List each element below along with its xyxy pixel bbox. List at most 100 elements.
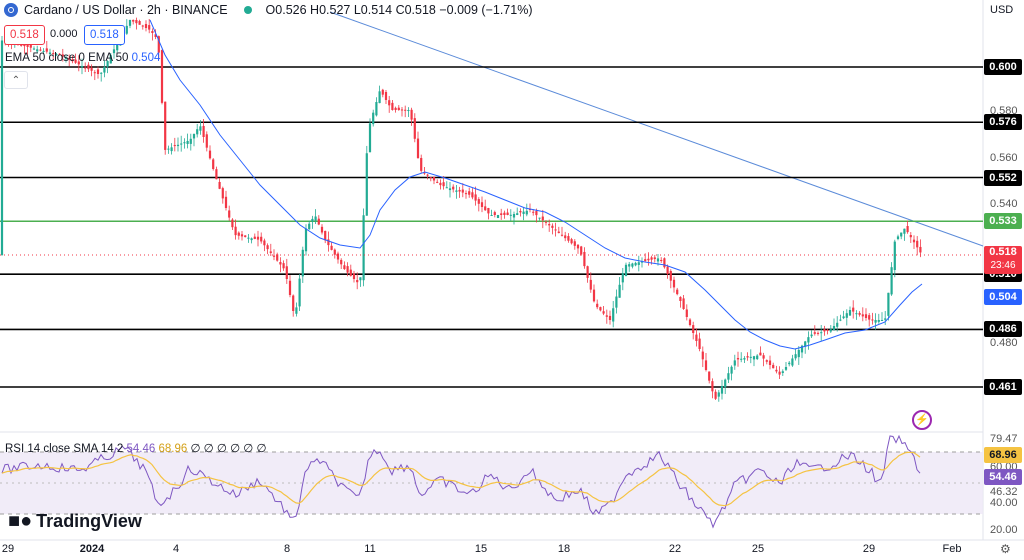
- candle-body: [656, 258, 660, 262]
- candle-body: [532, 211, 535, 213]
- rsi-legend-extra: ∅ ∅ ∅ ∅ ∅ ∅: [190, 443, 267, 455]
- candle-body: [845, 313, 848, 318]
- collapse-legend-chevron-up-icon[interactable]: ⌃: [4, 71, 28, 89]
- candle-body: [592, 289, 596, 302]
- candle-body: [413, 118, 416, 139]
- rsi-legend[interactable]: RSI 14 close SMA 14 2 54.46 68.96 ∅ ∅ ∅ …: [5, 441, 267, 455]
- candle-body: [663, 258, 666, 268]
- candle-body: [183, 142, 186, 144]
- candle-body: [311, 218, 314, 222]
- candle-body: [212, 159, 215, 169]
- candle-body: [410, 109, 413, 120]
- candle-body: [810, 334, 813, 337]
- tradingview-logo[interactable]: ■● TradingView: [8, 510, 142, 533]
- candle-body: [650, 257, 653, 260]
- candle-body: [506, 212, 509, 215]
- candle-body: [628, 264, 631, 267]
- candle-body: [583, 251, 586, 267]
- candle-body: [756, 355, 759, 360]
- candle-body: [480, 202, 484, 207]
- candle-body: [461, 189, 464, 193]
- candle-body: [48, 52, 52, 55]
- candle-body: [548, 224, 551, 226]
- candle-body: [692, 325, 695, 333]
- ema-legend-label: EMA 50 close 0: [5, 52, 85, 64]
- candle-body: [484, 206, 487, 211]
- candle-body: [884, 318, 887, 320]
- candle-body: [148, 25, 151, 30]
- candle-body: [698, 338, 701, 349]
- candle-body: [852, 307, 855, 312]
- candle-body: [426, 174, 429, 176]
- candle-body: [512, 214, 516, 218]
- candle-body: [324, 230, 327, 241]
- rsi-tick: 40.00: [990, 497, 1018, 509]
- flash-alert-icon[interactable]: ⚡: [912, 410, 932, 430]
- buy-price-button[interactable]: 0.518: [84, 25, 125, 45]
- candle-body: [333, 249, 336, 255]
- rsi-tick: 46.32: [990, 486, 1018, 498]
- candle-body: [525, 210, 528, 215]
- candle-body: [631, 263, 634, 267]
- candle-body: [452, 186, 455, 190]
- sell-price-button[interactable]: 0.518: [4, 25, 45, 45]
- candle-body: [669, 270, 672, 281]
- candle-body: [448, 188, 452, 191]
- candle-body: [96, 69, 100, 74]
- candle-body: [736, 357, 740, 360]
- candle-body: [87, 64, 90, 70]
- candle-body: [612, 308, 615, 322]
- currency-label[interactable]: USD: [990, 4, 1014, 16]
- candle-body: [554, 229, 557, 231]
- candle-body: [864, 314, 868, 318]
- candle-body: [71, 59, 74, 62]
- candle-body: [749, 356, 752, 358]
- candle-body: [580, 246, 583, 255]
- candle-body: [788, 362, 791, 365]
- candle-body: [644, 259, 647, 261]
- candle-body: [439, 182, 442, 186]
- candle-body: [647, 258, 650, 261]
- candle-body: [858, 312, 861, 315]
- chart-header: Cardano / US Dollar · 2h · BINANCE O0.52…: [0, 0, 532, 20]
- candle-body: [464, 193, 468, 195]
- candle-body: [800, 345, 804, 353]
- candle-body: [106, 61, 109, 67]
- candle-body: [653, 257, 656, 260]
- rsi-legend-sma: 68.96: [158, 443, 188, 455]
- candle-body: [343, 265, 346, 270]
- candle-body: [727, 373, 730, 380]
- candle-body: [682, 298, 685, 309]
- candle-body: [260, 236, 263, 242]
- cardano-icon: [4, 3, 18, 17]
- candle-body: [298, 278, 301, 307]
- candle-body: [285, 266, 288, 279]
- candle-body: [500, 213, 503, 215]
- candle-body: [458, 189, 461, 192]
- time-tick: 22: [668, 543, 682, 555]
- candle-body: [877, 320, 880, 322]
- settings-gear-icon[interactable]: ⚙: [1000, 542, 1011, 556]
- candle-body: [874, 320, 877, 323]
- rsi-tick: 79.47: [990, 433, 1018, 445]
- candle-body: [829, 329, 832, 332]
- candle-body: [893, 241, 896, 270]
- candle-body: [711, 381, 714, 392]
- candle-body: [564, 235, 567, 239]
- candle-body: [224, 196, 228, 208]
- candle-body: [871, 319, 874, 321]
- candle-body: [912, 239, 916, 243]
- candle-body: [477, 199, 480, 204]
- candle-body: [714, 391, 717, 399]
- candle-body: [704, 360, 708, 370]
- candle-body: [557, 231, 560, 234]
- rsi-sma-badge: 68.96: [984, 447, 1022, 463]
- candle-body: [423, 172, 426, 174]
- candle-body: [615, 296, 618, 308]
- ema-legend[interactable]: EMA 50 close 0 EMA 50 0.504: [5, 52, 160, 64]
- candle-body: [317, 218, 320, 225]
- candle-body: [906, 226, 909, 233]
- symbol-title[interactable]: Cardano / US Dollar · 2h · BINANCE: [24, 3, 228, 17]
- candle-body: [180, 143, 183, 145]
